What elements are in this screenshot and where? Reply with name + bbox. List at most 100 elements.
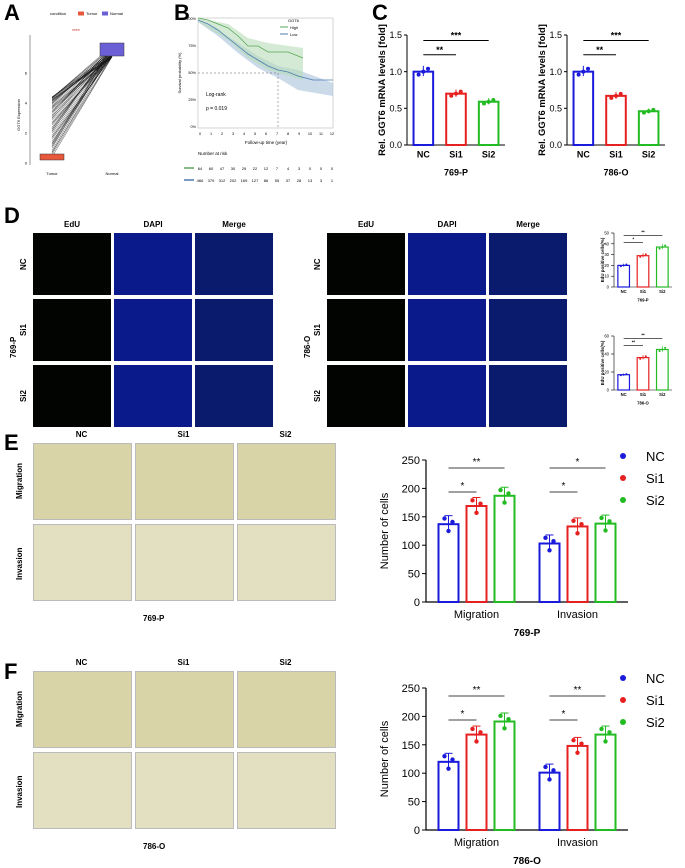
sig-label: ** bbox=[436, 45, 444, 55]
y-tick-label: 30 bbox=[604, 252, 609, 257]
legend-si1-label: Si1 bbox=[646, 470, 665, 486]
chart-e-769p: 0 50 100 150 200 250 Number of cells Migration *… bbox=[379, 455, 628, 639]
panel-a-ytick: 0 bbox=[25, 161, 28, 166]
panel-a-xtick-tumor: Tumor bbox=[46, 171, 58, 176]
bar-si2 bbox=[594, 733, 617, 831]
col-title: Si2 bbox=[279, 658, 292, 667]
sig-label: ** bbox=[641, 230, 645, 235]
x-tick-label: NC bbox=[621, 392, 627, 397]
panel-b-risk-high-value: 3 bbox=[298, 166, 301, 171]
panel-a-legend-normal-swatch bbox=[102, 11, 108, 16]
x-tick-label: NC bbox=[417, 150, 430, 160]
y-tick-label: 0 bbox=[607, 387, 610, 392]
bar-nc bbox=[617, 264, 631, 288]
sig-label: *** bbox=[451, 31, 462, 41]
x-tick-label: Invasion bbox=[557, 837, 598, 849]
legend-f-si2-label: Si2 bbox=[646, 714, 665, 730]
sig-label: * bbox=[562, 709, 566, 720]
panel-b-risk-low-value: 312 bbox=[219, 178, 226, 183]
col-title: Si1 bbox=[177, 430, 190, 439]
data-point bbox=[664, 346, 667, 349]
panel-a-ytick: 2 bbox=[25, 131, 28, 136]
col-title: NC bbox=[75, 430, 88, 439]
data-point bbox=[599, 726, 604, 732]
panel-a-pair-line bbox=[51, 56, 113, 158]
panel-b-xtick: 10 bbox=[308, 132, 312, 136]
panel-d-image-dapi bbox=[114, 299, 192, 361]
legend-si2-label: Si2 bbox=[646, 492, 665, 508]
panel-b-risk-high-value: 0 bbox=[320, 166, 323, 171]
panel-b-risk-high-value: 4 bbox=[287, 166, 290, 171]
bar-si2 bbox=[655, 246, 669, 288]
legend-f-nc: NC bbox=[620, 667, 665, 689]
y-axis-label: Rel. GGT6 mRNA levels [fold] bbox=[537, 24, 548, 156]
y-tick-label: 20 bbox=[604, 263, 609, 268]
bar-nc bbox=[572, 70, 595, 147]
panel-d-image-dapi bbox=[408, 299, 486, 361]
panel-b-risk-low-value: 1 bbox=[331, 178, 334, 183]
panel-b-legend-title: GGT6 bbox=[288, 18, 300, 23]
migration-image bbox=[135, 671, 234, 748]
panel-d-col-title: Merge bbox=[516, 220, 540, 229]
panel-a-pair-line bbox=[51, 48, 113, 144]
data-point bbox=[470, 726, 475, 732]
panel-letter-a: A bbox=[4, 0, 20, 25]
panel-b-ytick: 75% bbox=[188, 44, 196, 48]
bar-si2 bbox=[477, 100, 500, 146]
y-axis-label: EdU positive cells(%) bbox=[600, 340, 605, 385]
chart-d-769p: 0 10 20 30 40 50 EdU positive cells(%) NC Si1 Si2… bbox=[600, 230, 672, 302]
chart-d-786o: 0 20 40 60 EdU positive cells(%) NC Si1 Si2 786-… bbox=[600, 333, 672, 405]
sig-label: * bbox=[461, 481, 465, 492]
panel-b-ylabel: Survival probability (%) bbox=[177, 52, 182, 94]
panel-b-xtick: 1 bbox=[210, 132, 212, 136]
data-point bbox=[619, 374, 622, 377]
data-point bbox=[607, 519, 612, 524]
bar-si1 bbox=[465, 733, 488, 831]
panel-b-legend-low: Low bbox=[290, 32, 297, 37]
bar-si2 bbox=[655, 348, 669, 391]
panel-d-row-title: NC bbox=[19, 258, 28, 270]
panel-b-risk-high-value: 0 bbox=[331, 166, 334, 171]
data-point bbox=[607, 730, 612, 735]
data-point bbox=[625, 263, 628, 266]
sig-label: * bbox=[461, 709, 465, 720]
data-point bbox=[491, 98, 496, 103]
sig-label: * bbox=[562, 481, 566, 492]
panel-a-pair-line bbox=[51, 56, 113, 100]
data-point bbox=[661, 348, 664, 351]
panel-b-risk-low-value: 28 bbox=[297, 178, 302, 183]
panel-d-row-title: Si1 bbox=[313, 323, 322, 336]
chart-title: 786-O bbox=[637, 400, 649, 405]
panel-d-row-title: Si1 bbox=[19, 323, 28, 336]
bar-si1 bbox=[636, 255, 650, 288]
data-point bbox=[651, 107, 656, 112]
legend-f-si1-dot bbox=[620, 697, 626, 703]
data-point bbox=[619, 265, 622, 268]
y-tick-label: 50 bbox=[408, 797, 420, 809]
data-point bbox=[449, 93, 454, 98]
panel-b-risk-low-value: 169 bbox=[241, 178, 248, 183]
invasion-image bbox=[33, 524, 132, 601]
migration-image bbox=[135, 443, 234, 520]
panel-a-legend-title: condition bbox=[50, 11, 66, 16]
legend-f-si1: Si1 bbox=[620, 689, 665, 711]
panel-d-col-title: DAPI bbox=[437, 220, 457, 229]
panel-b-risk-high-value: 47 bbox=[220, 166, 225, 171]
panel-a-ylabel: GGT6 Expression bbox=[16, 99, 21, 131]
data-point bbox=[481, 101, 486, 106]
data-point bbox=[571, 518, 576, 523]
legend-f-nc-dot bbox=[620, 675, 626, 681]
panel-b-xtick: 6 bbox=[265, 132, 267, 136]
panel-a-pair-line bbox=[51, 56, 113, 101]
sig-label: ** bbox=[641, 333, 645, 338]
y-tick-label: 0 bbox=[607, 284, 610, 289]
data-point bbox=[661, 246, 664, 249]
panel-letter-e: E bbox=[4, 430, 19, 455]
panel-a-xtick-normal: Normal bbox=[106, 171, 119, 176]
panel-d-image-merge bbox=[489, 233, 567, 295]
data-point bbox=[458, 89, 463, 94]
panel-b-risk-high-value: 64 bbox=[198, 166, 203, 171]
data-point bbox=[470, 498, 475, 503]
panel-b-high-ci bbox=[198, 18, 303, 80]
bar-si2 bbox=[493, 720, 516, 831]
